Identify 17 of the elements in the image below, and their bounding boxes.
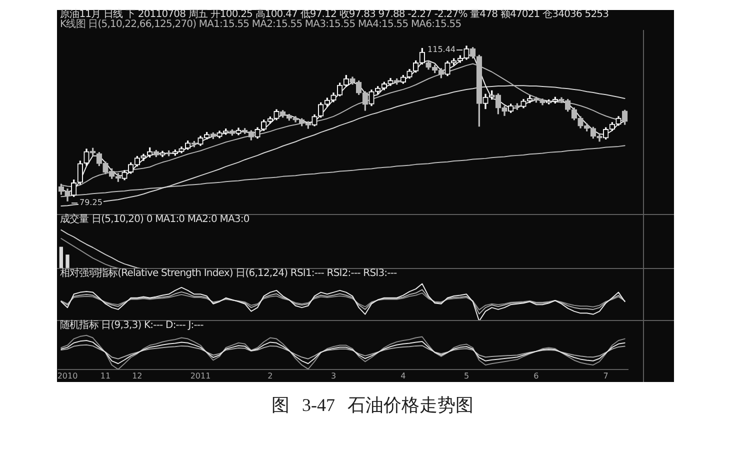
chart-subtitle: K线图 日(5,10,22,66,125,270) MA1:15.55 MA2:15.55 MA3:15.55 MA4:15.55 MA6:15.55 bbox=[60, 19, 462, 30]
chart-title: 原油11月 日线 下 20110708 周五 开100.25 高100.47 低97.12 收97.83 97.88 -2.27 -2.27% 量478 额47021 仓34036 5253 bbox=[60, 9, 609, 20]
chart-title: 随机指标 日(9,3,3) K:--- D:--- J:--- bbox=[60, 320, 204, 331]
x-tick-label: 3 bbox=[330, 371, 336, 380]
x-tick-label: 4 bbox=[400, 371, 406, 380]
x-tick-label: 12 bbox=[132, 371, 142, 380]
x-tick-label: 11 bbox=[100, 371, 111, 380]
annotation: 115.44 bbox=[428, 45, 456, 54]
chart-title: 成交量 日(5,10,20) 0 MA1:0 MA2:0 MA3:0 bbox=[60, 214, 250, 225]
x-tick-label: 2 bbox=[268, 371, 273, 380]
x-tick-label: 2010 bbox=[57, 371, 78, 380]
x-tick-label: 5 bbox=[464, 371, 470, 380]
x-tick-label: 2011 bbox=[190, 371, 211, 380]
chart-title: 相对强弱指标(Relative Strength Index) 日(6,12,24) RSI1:--- RSI2:--- RSI3:--- bbox=[60, 268, 397, 279]
x-tick-label: 6 bbox=[534, 371, 539, 380]
x-tick-label: 7 bbox=[603, 371, 608, 380]
caption: 图 3-47 石油价格走势图 bbox=[270, 395, 474, 415]
